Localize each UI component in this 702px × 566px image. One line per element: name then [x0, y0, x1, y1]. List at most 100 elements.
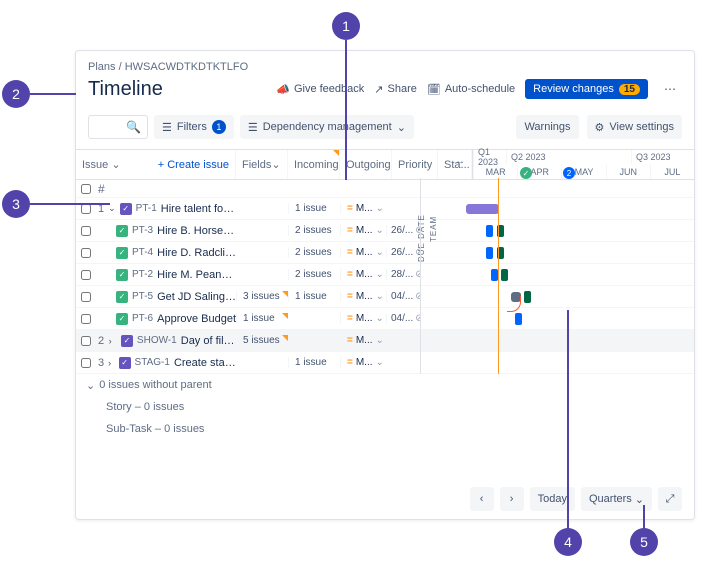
column-issue[interactable]: Issue ⌄ + Create issue [76, 150, 236, 179]
row-checkbox[interactable] [81, 204, 91, 214]
issue-key[interactable]: PT-2 [132, 269, 153, 280]
cell-priority[interactable]: = M... ⌄ [340, 313, 386, 324]
timeline-cell[interactable]: DUE DATETEAM [420, 198, 694, 220]
cell-outgoing[interactable]: 2 issues [288, 247, 340, 258]
callout-5: 5 [630, 528, 658, 556]
row-checkbox[interactable] [81, 270, 91, 280]
prev-button[interactable]: ‹ [470, 487, 494, 511]
timeline-bar[interactable] [515, 313, 522, 325]
column-priority[interactable]: Priority [392, 150, 438, 179]
column-outgoing[interactable]: Outgoing ... [340, 150, 392, 179]
column-incoming[interactable]: Incoming ... [288, 150, 340, 179]
cell-start[interactable]: 26/... ⊘ [386, 225, 420, 236]
timeline-cell[interactable] [420, 308, 694, 330]
expand-columns-icon[interactable]: ↔ [455, 156, 465, 167]
milestone-icon[interactable]: 2 [563, 167, 575, 179]
give-feedback-button[interactable]: 📣 Give feedback [276, 83, 364, 96]
cell-incoming[interactable]: 3 issues [236, 291, 288, 302]
cell-priority[interactable]: = M... ⌄ [340, 225, 386, 236]
row-checkbox[interactable] [81, 248, 91, 258]
cell-outgoing[interactable]: 1 issue [288, 357, 340, 368]
fullscreen-button[interactable]: ⤢ [658, 487, 682, 511]
table-row[interactable]: 1 ⌄ ✓ PT-1 Hire talent for premie... 1 i… [76, 198, 694, 220]
issue-key[interactable]: SHOW-1 [137, 335, 177, 346]
cell-outgoing[interactable]: 1 issue [288, 291, 340, 302]
cell-priority[interactable]: = M... ⌄ [340, 357, 386, 368]
milestone-icon[interactable]: ✓ [520, 167, 532, 179]
timeline-cell[interactable] [420, 242, 694, 264]
table-row[interactable]: ✓ PT-2 Hire M. Peanut B... 2 issues = M.… [76, 264, 694, 286]
dependency-management-button[interactable]: ☰ Dependency management ⌄ [240, 115, 414, 139]
issue-key[interactable]: PT-5 [132, 291, 153, 302]
timeline-cell[interactable] [420, 352, 694, 374]
more-menu-button[interactable]: ⋯ [658, 77, 682, 101]
cell-start[interactable]: 26/... ⊘ [386, 247, 420, 258]
issue-summary: Approve Budget [157, 313, 236, 325]
cell-incoming[interactable]: 5 issues [236, 335, 288, 346]
timeline-bar[interactable] [466, 204, 499, 214]
column-fields[interactable]: Fields ⌄ [236, 150, 288, 179]
expand-icon[interactable]: › [108, 358, 114, 368]
view-settings-button[interactable]: ⚙ View settings [587, 115, 682, 139]
issue-key[interactable]: PT-6 [132, 313, 153, 324]
table-row[interactable]: ✓ PT-3 Hire B. Horseman 2 issues = M... … [76, 220, 694, 242]
warnings-button[interactable]: Warnings [516, 115, 578, 139]
cell-start[interactable]: 04/... ⊘ [386, 291, 420, 302]
table-row[interactable]: ✓ PT-6 Approve Budget 1 issue = M... ⌄ 0… [76, 308, 694, 330]
create-issue-button[interactable]: + Create issue [158, 159, 229, 171]
issue-key[interactable]: STAG-1 [135, 357, 170, 368]
table-row[interactable]: ✓ PT-5 Get JD Salinger's... 3 issues 1 i… [76, 286, 694, 308]
row-checkbox[interactable] [81, 292, 91, 302]
timeline-cell[interactable] [420, 220, 694, 242]
table-row[interactable]: ✓ PT-4 Hire D. Radcliffe 2 issues = M...… [76, 242, 694, 264]
cell-outgoing[interactable]: 2 issues [288, 269, 340, 280]
review-changes-button[interactable]: Review changes 15 [525, 79, 648, 99]
timeline-bar[interactable] [501, 269, 508, 281]
row-checkbox[interactable] [81, 358, 91, 368]
timeline-cell[interactable] [420, 264, 694, 286]
quarter-label: Q3 2023 [631, 150, 683, 164]
timeline-bar[interactable] [524, 291, 531, 303]
filter-count-badge: 1 [212, 120, 226, 134]
search-input[interactable]: 🔍 [88, 115, 148, 139]
expand-icon[interactable]: › [109, 336, 117, 346]
cell-start[interactable]: 04/... ⊘ [386, 313, 420, 324]
callout-3: 3 [2, 190, 30, 218]
share-button[interactable]: ↗ Share [374, 83, 417, 96]
table-row[interactable]: 3 › ✓ STAG-1 Create stage for s... 1 iss… [76, 352, 694, 374]
issue-type-icon: ✓ [116, 225, 128, 237]
table-row[interactable]: 2 › ✓ SHOW-1 Day of filming 5 issues = M… [76, 330, 694, 352]
callout-2: 2 [2, 80, 30, 108]
row-checkbox[interactable] [81, 336, 91, 346]
issue-key[interactable]: PT-3 [132, 225, 153, 236]
next-button[interactable]: › [500, 487, 524, 511]
auto-schedule-button[interactable]: 🗓 Auto-schedule [427, 83, 515, 96]
cell-priority[interactable]: = M... ⌄ [340, 269, 386, 280]
row-checkbox[interactable] [81, 314, 91, 324]
timeline-bar[interactable] [486, 247, 493, 259]
timeline-bar[interactable] [486, 225, 493, 237]
cell-priority[interactable]: = M... ⌄ [340, 203, 386, 214]
issue-summary: Hire talent for premie... [161, 203, 236, 215]
no-parent-group[interactable]: ⌄ 0 issues without parent [76, 374, 694, 396]
breadcrumb-item[interactable]: HWSACWDTKDTKTLFO [125, 61, 248, 73]
cell-priority[interactable]: = M... ⌄ [340, 335, 386, 346]
issue-key[interactable]: PT-1 [136, 203, 157, 214]
cell-priority[interactable]: = M... ⌄ [340, 291, 386, 302]
select-all-checkbox[interactable] [81, 184, 91, 194]
breadcrumb-root[interactable]: Plans [88, 61, 116, 73]
issue-key[interactable]: PT-4 [132, 247, 153, 258]
zoom-button[interactable]: Quarters ⌄ [581, 487, 652, 511]
cell-start[interactable]: 28/... ⊘ [386, 269, 420, 280]
cell-priority[interactable]: = M... ⌄ [340, 247, 386, 258]
cell-outgoing[interactable]: 1 issue [288, 203, 340, 214]
cell-outgoing[interactable]: 2 issues [288, 225, 340, 236]
issue-summary: Day of filming [181, 335, 236, 347]
cell-incoming[interactable]: 1 issue [236, 313, 288, 324]
timeline-cell[interactable] [420, 286, 694, 308]
timeline-bar[interactable] [491, 269, 498, 281]
timeline-cell[interactable] [420, 330, 694, 352]
issue-type-icon: ✓ [119, 357, 131, 369]
filters-button[interactable]: ☰ Filters 1 [154, 115, 234, 139]
row-checkbox[interactable] [81, 226, 91, 236]
